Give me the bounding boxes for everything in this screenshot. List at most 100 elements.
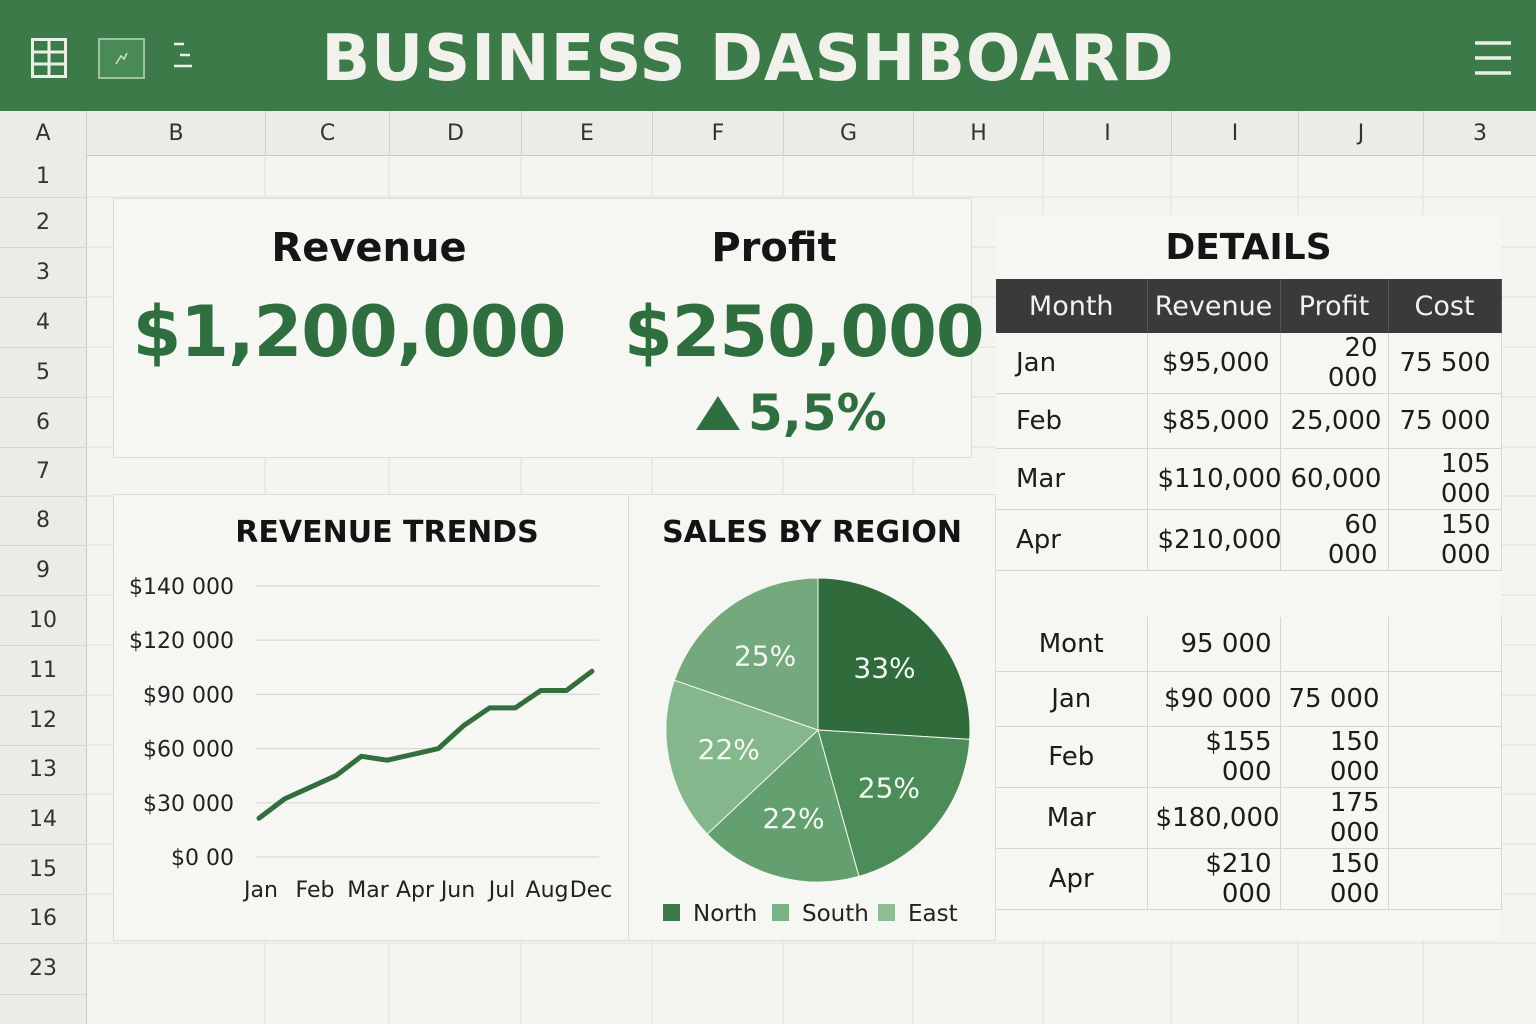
x-tick-label: Jan <box>242 878 278 903</box>
table-cell[interactable]: $180,000 <box>1147 787 1281 849</box>
column-header-3[interactable]: 3 <box>1473 121 1487 146</box>
summary-table: Mont 95 000 Jan $90 000 75 000 Feb $155 … <box>996 617 1502 910</box>
row-header-15[interactable]: 15 <box>0 845 86 895</box>
column-header-f[interactable]: F <box>653 111 784 155</box>
revenue-trends-panel: REVENUE TRENDS $140 000 $120 000 $90 000 $6… <box>113 494 629 941</box>
pie-slice-label: 22% <box>698 733 760 766</box>
revenue-trends-chart: $140 000 $120 000 $90 000 $60 000 $30 000 $0 … <box>129 575 612 903</box>
arrow-up-icon <box>696 396 740 430</box>
column-header-e[interactable]: E <box>522 111 653 155</box>
table-row: Mar $180,000 175 000 <box>996 787 1502 849</box>
table-cell[interactable]: $210 000 <box>1147 848 1281 910</box>
y-tick-label: $140 000 <box>129 575 234 600</box>
row-header-12[interactable]: 12 <box>0 696 86 746</box>
table-cell[interactable]: Feb <box>996 726 1148 788</box>
table-cell[interactable]: $95,000 <box>1147 333 1281 394</box>
y-tick-label: $120 000 <box>129 629 234 654</box>
table-row: Feb $85,000 25,000 75 000 <box>996 393 1502 449</box>
table-cell[interactable] <box>1388 848 1502 910</box>
column-header-h[interactable]: H <box>914 111 1044 155</box>
row-header-23[interactable]: 23 <box>0 944 86 995</box>
table-cell[interactable]: 75 000 <box>1280 671 1389 727</box>
column-header-profit[interactable]: Profit <box>1280 279 1389 333</box>
table-cell[interactable]: 75 000 <box>1388 393 1502 449</box>
table-cell[interactable]: Jan <box>996 333 1148 394</box>
column-header-i-2[interactable]: I <box>1172 111 1299 155</box>
column-header-d[interactable]: D <box>390 111 522 155</box>
column-header-j[interactable]: J <box>1299 111 1424 155</box>
table-cell[interactable]: 175 000 <box>1280 787 1389 849</box>
row-header-11[interactable]: 11 <box>0 646 86 696</box>
y-tick-label: $90 000 <box>143 683 234 708</box>
pie-slice-label: 33% <box>853 652 915 685</box>
details-title: DETAILS <box>1165 227 1332 268</box>
table-cell[interactable]: Mont <box>996 617 1148 672</box>
row-header-8[interactable]: 8 <box>0 497 86 546</box>
table-cell[interactable]: 60,000 <box>1280 448 1389 510</box>
row-header-2[interactable]: 2 <box>0 198 86 248</box>
sales-by-region-panel: SALES BY REGION 33% 25% 22% 22% 25% North Sout… <box>628 494 996 941</box>
revenue-line <box>256 668 595 821</box>
row-header-3[interactable]: 3 <box>0 248 86 298</box>
pie-slice <box>673 577 819 731</box>
kpi-panel: Revenue $1,200,000 Profit $250,000 <box>113 198 985 458</box>
table-cell[interactable] <box>1388 726 1502 788</box>
table-cell[interactable]: $210,000 <box>1147 509 1282 571</box>
row-header-1[interactable]: 1 <box>0 155 86 198</box>
table-cell[interactable]: Mar <box>996 787 1148 849</box>
pie-slice <box>665 679 819 835</box>
table-cell[interactable]: 25,000 <box>1280 393 1389 449</box>
table-cell[interactable] <box>1280 617 1389 672</box>
x-tick-label: Feb <box>296 878 335 903</box>
row-header-6[interactable]: 6 <box>0 398 86 448</box>
table-cell[interactable] <box>1388 787 1502 849</box>
legend-swatch <box>772 904 789 921</box>
table-cell[interactable]: 60 000 <box>1280 509 1389 571</box>
chart-icon[interactable] <box>98 38 145 79</box>
table-cell[interactable]: $155 000 <box>1147 726 1281 788</box>
table-cell[interactable]: Jan <box>996 671 1148 727</box>
table-cell[interactable] <box>1388 671 1502 727</box>
column-header-a[interactable]: A <box>0 111 87 155</box>
table-cell[interactable]: Apr <box>996 509 1148 571</box>
table-cell[interactable]: $110,000 <box>1147 448 1282 510</box>
profit-label: Profit <box>711 225 837 271</box>
table-cell[interactable] <box>1388 617 1502 672</box>
table-cell[interactable]: 95 000 <box>1147 617 1281 672</box>
row-header-13[interactable]: 13 <box>0 746 86 795</box>
column-header-revenue[interactable]: Revenue <box>1147 279 1281 333</box>
table-cell[interactable]: Mar <box>996 448 1148 510</box>
table-cell[interactable]: Feb <box>996 393 1148 449</box>
row-header: 1 2 3 4 5 6 7 8 9 10 11 12 13 14 15 16 2… <box>0 155 87 1024</box>
column-header-g[interactable]: G <box>784 111 914 155</box>
table-row: Apr $210 000 150 000 <box>996 848 1502 910</box>
column-header-b[interactable]: B <box>87 111 266 155</box>
table-cell[interactable]: 150 000 <box>1280 848 1389 910</box>
table-cell[interactable]: $90 000 <box>1147 671 1281 727</box>
column-header-cost[interactable]: Cost <box>1388 279 1502 333</box>
table-cell[interactable]: 150 000 <box>1280 726 1389 788</box>
table-cell[interactable]: 105 000 <box>1388 448 1502 510</box>
menu-icon[interactable] <box>1475 41 1511 75</box>
app-title: BUSINESS DASHBOARD <box>321 22 1175 96</box>
table-cell[interactable]: 150 000 <box>1388 509 1502 571</box>
row-header-10[interactable]: 10 <box>0 596 86 646</box>
row-header-14[interactable]: 14 <box>0 795 86 845</box>
row-header-7[interactable]: 7 <box>0 448 86 497</box>
row-header-9[interactable]: 9 <box>0 546 86 596</box>
column-header-i[interactable]: I <box>1044 111 1172 155</box>
row-header-5[interactable]: 5 <box>0 348 86 398</box>
table-cell[interactable]: Apr <box>996 848 1148 910</box>
pie-slice <box>706 729 860 883</box>
column-header-month[interactable]: Month <box>996 279 1148 333</box>
table-cell[interactable]: 20 000 <box>1280 333 1389 394</box>
y-tick-label: $60 000 <box>143 738 234 763</box>
legend-label: South <box>802 901 869 927</box>
row-header-4[interactable]: 4 <box>0 298 86 348</box>
table-cell[interactable]: $85,000 <box>1147 393 1281 449</box>
list-icon[interactable] <box>172 42 194 68</box>
table-cell[interactable]: 75 500 <box>1388 333 1502 394</box>
column-header-c[interactable]: C <box>266 111 390 155</box>
row-header-16[interactable]: 16 <box>0 895 86 944</box>
grid-icon[interactable] <box>31 38 67 78</box>
